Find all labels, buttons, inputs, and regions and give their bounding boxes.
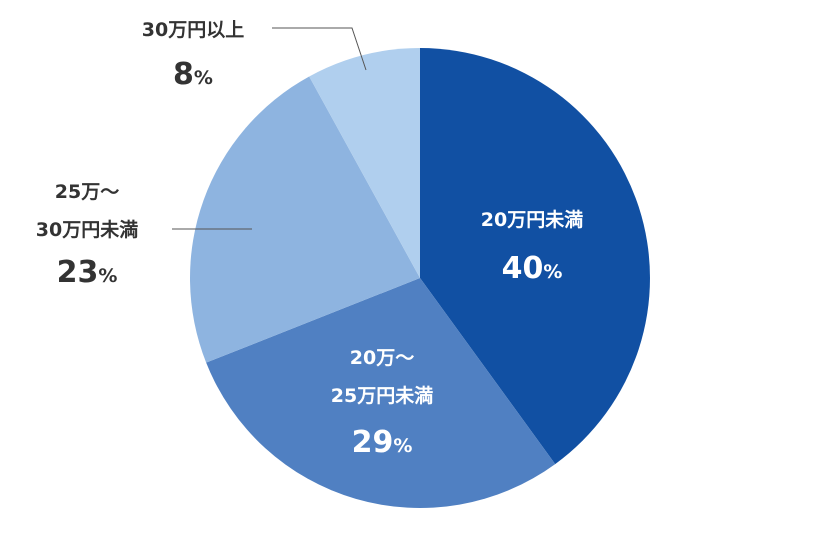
pie-slice-1 — [420, 48, 650, 465]
slice-label-1: 20万円未満 40% — [481, 208, 583, 286]
slice-category-label: 25万〜 — [55, 181, 119, 203]
pie-slice-3 — [189, 76, 420, 363]
slice-value-label: 29% — [352, 425, 413, 460]
slice-label-2: 20万〜 25万円未満 29% — [331, 347, 433, 460]
slice-category-label: 30万円以上 — [142, 19, 244, 41]
slice-category-label: 20万〜 — [350, 347, 414, 369]
slice-label-3: 25万〜 30万円未満 23% — [36, 181, 252, 290]
slice-value-label: 8% — [173, 57, 213, 92]
slice-category-label: 25万円未満 — [331, 384, 433, 407]
slice-value-label: 40% — [502, 251, 563, 286]
slice-label-4: 30万円以上 8% — [142, 19, 367, 92]
leader-line-4 — [272, 27, 367, 71]
pie-slice-2 — [206, 278, 556, 508]
slice-value-label: 23% — [57, 255, 118, 290]
slice-category-label: 20万円未満 — [481, 208, 583, 231]
slice-category-label: 30万円未満 — [36, 218, 138, 241]
pie-slice-4 — [309, 48, 420, 278]
